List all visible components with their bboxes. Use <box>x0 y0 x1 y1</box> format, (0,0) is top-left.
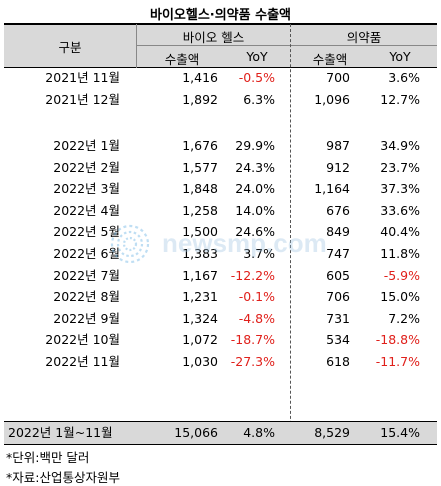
row-export-pharma: 605 <box>326 267 350 283</box>
row-yoy-pharma: 37.3% <box>380 181 420 197</box>
row-export-pharma: 1,164 <box>314 181 350 197</box>
total-export-1: 15,066 <box>174 425 218 440</box>
row-export-pharma: 618 <box>326 354 350 369</box>
row-export-biohealth: 1,676 <box>182 138 218 153</box>
total-label: 2022년 1월~11월 <box>8 425 113 440</box>
row-yoy-pharma: 11.8% <box>380 246 420 261</box>
row-label: 2022년 10월 <box>45 332 120 348</box>
row-export-biohealth: 1,167 <box>182 267 218 283</box>
row-export-biohealth: 1,030 <box>182 354 218 369</box>
header-biohealth: 바이오 헬스 <box>182 30 245 45</box>
row-yoy-biohealth: 6.3% <box>243 91 275 107</box>
header-mid-border <box>136 45 437 46</box>
row-yoy-biohealth: -0.1% <box>238 289 275 305</box>
row-export-pharma: 747 <box>326 246 350 261</box>
row-yoy-pharma: 7.2% <box>388 310 420 326</box>
row-label: 2022년 7월 <box>53 267 120 283</box>
row-yoy-pharma: 3.6% <box>388 70 420 85</box>
row-export-biohealth: 1,072 <box>182 332 218 348</box>
row-export-biohealth: 1,577 <box>182 159 218 175</box>
row-yoy-pharma: -11.7% <box>375 354 420 369</box>
header-category: 구분 <box>58 40 82 55</box>
header-yoy-1: YoY <box>246 49 268 64</box>
row-label: 2022년 2월 <box>53 159 120 175</box>
row-yoy-pharma: 34.9% <box>380 138 420 153</box>
row-yoy-biohealth: -4.8% <box>238 310 275 326</box>
row-yoy-biohealth: -0.5% <box>238 70 275 85</box>
row-export-pharma: 987 <box>326 138 350 153</box>
header-yoy-2: YoY <box>389 49 411 64</box>
row-export-biohealth: 1,892 <box>182 91 218 107</box>
total-background <box>4 422 437 444</box>
row-yoy-pharma: 15.0% <box>380 289 420 305</box>
watermark-text: newsmp.com <box>162 228 327 258</box>
newsmp-watermark: newsmp.com <box>110 224 327 264</box>
row-export-pharma: 912 <box>326 159 350 175</box>
header-pharma: 의약품 <box>346 30 382 45</box>
row-yoy-pharma: 33.6% <box>380 202 420 218</box>
row-export-biohealth: 1,324 <box>182 310 218 326</box>
row-label: 2022년 3월 <box>53 181 120 197</box>
row-yoy-pharma: 40.4% <box>380 224 420 240</box>
total-top-border <box>4 421 437 422</box>
row-export-biohealth: 1,383 <box>182 246 218 261</box>
total-yoy-2: 15.4% <box>380 425 420 440</box>
row-label: 2022년 9월 <box>53 310 120 326</box>
header-bottom-border <box>4 67 437 68</box>
row-export-pharma: 731 <box>326 310 350 326</box>
row-export-pharma: 1,096 <box>314 91 350 107</box>
row-yoy-biohealth: 14.0% <box>235 202 275 218</box>
row-export-biohealth: 1,231 <box>182 289 218 305</box>
row-label: 2022년 6월 <box>53 246 120 261</box>
row-export-pharma: 676 <box>326 202 350 218</box>
row-label: 2022년 5월 <box>53 224 120 240</box>
row-label: 2022년 1월 <box>53 138 120 153</box>
group-divider <box>290 24 291 444</box>
header-export-1: 수출액 <box>164 52 200 67</box>
row-label: 2022년 11월 <box>45 354 120 369</box>
row-yoy-biohealth: 29.9% <box>235 138 275 153</box>
row-yoy-biohealth: 3.7% <box>243 246 275 261</box>
row-export-pharma: 700 <box>326 70 350 85</box>
row-label: 2021년 11월 <box>45 70 120 85</box>
row-label: 2021년 12월 <box>45 91 120 107</box>
row-yoy-pharma: -5.9% <box>383 267 420 283</box>
total-export-2: 8,529 <box>314 425 350 440</box>
header-divider-1 <box>136 24 137 68</box>
row-export-pharma: 849 <box>326 224 350 240</box>
source-note: *자료:산업통상자원부 <box>6 470 120 485</box>
watermark-logo-icon <box>110 224 150 264</box>
row-yoy-biohealth: -18.7% <box>230 332 275 348</box>
row-yoy-biohealth: 24.0% <box>235 181 275 197</box>
unit-note: *단위:백만 달러 <box>6 450 90 465</box>
row-export-biohealth: 1,500 <box>182 224 218 240</box>
row-yoy-biohealth: -27.3% <box>230 354 275 369</box>
total-bottom-border <box>4 444 437 445</box>
row-export-pharma: 534 <box>326 332 350 348</box>
total-yoy-1: 4.8% <box>243 425 275 440</box>
row-yoy-pharma: 12.7% <box>380 91 420 107</box>
row-export-pharma: 706 <box>326 289 350 305</box>
row-label: 2022년 4월 <box>53 202 120 218</box>
row-yoy-biohealth: 24.3% <box>235 159 275 175</box>
row-export-biohealth: 1,258 <box>182 202 218 218</box>
row-export-biohealth: 1,416 <box>182 70 218 85</box>
header-background <box>4 24 437 68</box>
row-export-biohealth: 1,848 <box>182 181 218 197</box>
row-yoy-pharma: 23.7% <box>380 159 420 175</box>
top-border <box>4 23 437 25</box>
row-label: 2022년 8월 <box>53 289 120 305</box>
header-export-2: 수출액 <box>312 52 348 67</box>
row-yoy-biohealth: -12.2% <box>230 267 275 283</box>
table-title: 바이오헬스·의약품 수출액 <box>149 8 292 23</box>
row-yoy-pharma: -18.8% <box>375 332 420 348</box>
row-yoy-biohealth: 24.6% <box>235 224 275 240</box>
